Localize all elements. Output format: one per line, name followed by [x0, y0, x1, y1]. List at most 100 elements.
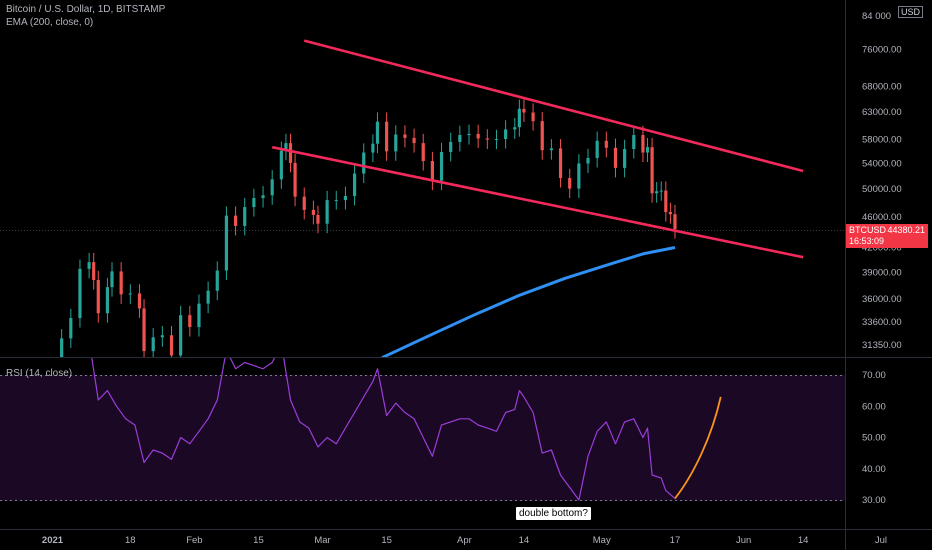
rsi-line [91, 358, 676, 501]
candle-body [169, 335, 174, 356]
candle-body [586, 157, 590, 164]
candle-body [334, 200, 338, 202]
candle-body [119, 271, 123, 295]
candle-body [128, 293, 132, 295]
ema-200-line [381, 246, 676, 357]
ema-legend[interactable]: EMA (200, close, 0) [6, 17, 94, 28]
candle-body [96, 280, 100, 314]
candle-body [293, 162, 297, 197]
candle-body [252, 198, 256, 208]
rsi-series [91, 358, 722, 501]
price-tag-countdown: 16:53:09 [849, 236, 885, 246]
currency-badge[interactable]: USD [898, 6, 924, 18]
candle-body [645, 147, 650, 153]
candle-body [476, 133, 480, 139]
symbol-legend[interactable]: Bitcoin / U.S. Dollar, 1D, BITSTAMP [6, 4, 166, 15]
price-axis[interactable]: 84 000 76000.00 68000.00 63000.00 58000.00 54… [862, 11, 902, 351]
date-tick-label: 15 [381, 535, 392, 546]
candle-body [467, 133, 471, 136]
candle-body [206, 290, 210, 304]
last-price-tag: BTCUSD 44380.21 16:53:09 [846, 224, 928, 248]
rsi-axis[interactable]: 70.00 60.00 50.00 40.00 30.00 [862, 370, 886, 506]
candle-body [403, 134, 407, 138]
candle-body [60, 338, 64, 357]
candle-body [604, 140, 608, 148]
candle-body [279, 150, 283, 180]
price-tick-label: 68000.00 [862, 81, 902, 92]
candle-body [673, 214, 677, 230]
time-axis[interactable]: 202118Feb15Mar15Apr14May17Jun14Jul19 [42, 535, 932, 546]
candle-body [522, 108, 526, 113]
candle-body [270, 179, 274, 196]
candle-body [531, 112, 535, 122]
candle-body [549, 148, 553, 151]
candle-body [284, 143, 288, 151]
candle-body [558, 148, 563, 179]
candle-body [142, 308, 146, 352]
candle-body [485, 138, 489, 140]
candle-body [69, 318, 73, 339]
date-tick-label: 2021 [42, 535, 64, 546]
candle-body [494, 139, 499, 141]
price-tick-label: 46000.00 [862, 212, 902, 223]
candle-body [513, 127, 517, 130]
candle-body [288, 143, 293, 163]
candle-body [568, 178, 572, 189]
candle-body [458, 135, 462, 142]
date-tick-label: 14 [798, 535, 809, 546]
candle-body [179, 315, 183, 356]
price-tick-label: 50000.00 [862, 184, 902, 195]
candle-body [595, 140, 599, 158]
date-tick-label: 18 [125, 535, 136, 546]
price-tick-label: 58000.00 [862, 135, 902, 146]
rsi-tick-label: 60.00 [862, 401, 886, 412]
price-tick-label: 31350.00 [862, 340, 902, 351]
candle-body [311, 209, 315, 215]
candle-body [394, 134, 398, 152]
date-tick-label: Mar [314, 535, 330, 546]
price-tick-label: 36000.00 [862, 294, 902, 305]
candle-body [92, 262, 96, 281]
rsi-tick-label: 40.00 [862, 464, 886, 475]
candle-body [261, 195, 265, 199]
price-tick-label: 33600.00 [862, 317, 902, 328]
candle-body [540, 121, 544, 151]
candle-body [668, 212, 672, 215]
price-tag-symbol: BTCUSD [849, 225, 887, 235]
candlestick-series [60, 99, 677, 357]
candle-body [641, 135, 645, 153]
date-tick-label: Feb [186, 535, 202, 546]
date-tick-label: Jun [736, 535, 751, 546]
price-tick-label: 39000.00 [862, 267, 902, 278]
candle-body [371, 143, 375, 153]
price-tick-label: 76000.00 [862, 44, 902, 55]
price-tick-label: 54000.00 [862, 159, 902, 170]
candle-body [233, 215, 238, 226]
rsi-projection-curve [674, 396, 722, 499]
candle-body [664, 190, 668, 213]
candle-body [430, 161, 434, 181]
candle-body [316, 214, 320, 224]
rsi-tick-label: 50.00 [862, 433, 886, 444]
candle-body [215, 270, 219, 291]
candle-body [449, 141, 453, 152]
candle-body [650, 147, 654, 194]
candle-body [623, 148, 627, 168]
candle-body [439, 151, 444, 181]
rsi-band [0, 375, 845, 501]
price-tag-value: 44380.21 [887, 225, 925, 235]
candle-body [632, 135, 636, 149]
rsi-legend[interactable]: RSI (14, close) [6, 368, 73, 379]
candle-body [375, 121, 380, 144]
candle-body [325, 200, 329, 224]
double-bottom-annotation[interactable]: double bottom? [516, 507, 591, 520]
candle-body [385, 121, 389, 152]
candle-body [78, 268, 82, 319]
rsi-tick-label: 30.00 [862, 495, 886, 506]
candle-body [302, 196, 306, 210]
candle-body [655, 191, 659, 194]
price-tick-label: 84 000 [862, 11, 891, 22]
candle-body [421, 143, 425, 162]
candle-body [613, 147, 618, 168]
